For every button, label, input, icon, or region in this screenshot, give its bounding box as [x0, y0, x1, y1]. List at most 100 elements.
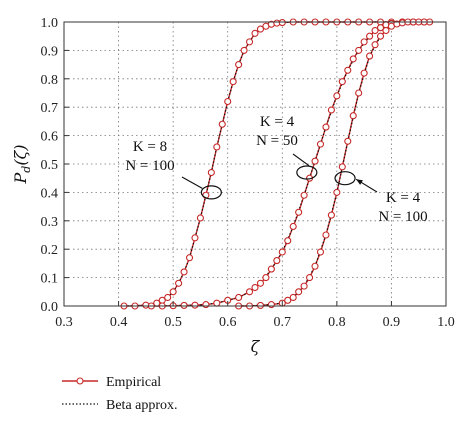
y-tick-label: 0.3 [41, 215, 59, 230]
empirical-point [360, 69, 368, 77]
y-tick-label: 0.7 [41, 101, 59, 116]
empirical-point [251, 283, 259, 292]
empirical-point [376, 24, 385, 32]
empirical-point [382, 26, 390, 35]
annotation-ellipse-3 [334, 171, 356, 186]
empirical-point [371, 41, 379, 49]
y-tick-label: 0.9 [41, 44, 59, 59]
empirical-point [327, 211, 335, 219]
empirical-point [196, 214, 204, 222]
annotation-leader-1 [181, 176, 203, 189]
markers [120, 18, 434, 310]
legend-empirical-marker [76, 377, 84, 385]
empirical-point [366, 52, 374, 60]
y-tick-label: 0.5 [41, 158, 59, 173]
empirical-point [245, 38, 254, 46]
annotation-leader-2 [292, 153, 310, 166]
x-tick-label: 0.8 [328, 315, 346, 330]
empirical-point [366, 32, 374, 40]
y-tick-label: 0.0 [41, 300, 59, 315]
empirical-point [344, 137, 352, 145]
y-axis-label-sub: d [20, 166, 33, 173]
empirical-point [306, 274, 314, 282]
empirical-point [256, 25, 265, 33]
empirical-point [267, 265, 275, 273]
empirical-point [376, 32, 385, 40]
empirical-point [278, 19, 286, 27]
empirical-point [213, 143, 221, 151]
empirical-point [169, 288, 177, 296]
empirical-point [289, 293, 297, 302]
annotation-label-3: N = 100 [378, 209, 427, 225]
x-tick-label: 0.4 [110, 315, 128, 330]
annotations: K = 8 N = 100 K = 4 N = 50 K = 4 N = 100 [125, 114, 427, 225]
empirical-point [371, 26, 379, 35]
empirical-point [284, 237, 292, 245]
y-tick-label: 0.4 [41, 186, 59, 201]
empirical-point [240, 46, 248, 54]
empirical-point [185, 254, 194, 262]
empirical-point [284, 296, 292, 304]
empirical-point [333, 92, 341, 100]
empirical-point [251, 29, 259, 37]
empirical-point [344, 66, 352, 74]
x-axis-label: ζ [251, 337, 261, 356]
legend: Empirical Beta approx. [62, 375, 178, 413]
y-axis-label: Pd(ζ) [11, 145, 33, 185]
empirical-point [316, 248, 325, 256]
empirical-point [278, 248, 286, 256]
empirical-point [224, 97, 232, 106]
y-axis-label-main: P [11, 172, 30, 184]
empirical-point [338, 78, 346, 86]
empirical-point [256, 279, 265, 287]
empirical-point [191, 234, 199, 242]
empirical-point [355, 46, 363, 54]
empirical-point [213, 299, 221, 307]
empirical-point [338, 163, 346, 171]
empirical-point [311, 157, 319, 165]
empirical-point [349, 55, 357, 63]
empirical-point [256, 301, 265, 309]
empirical-point [316, 140, 325, 148]
empirical-point [202, 301, 210, 309]
empirical-point [180, 268, 188, 276]
empirical-point [245, 288, 254, 296]
legend-empirical-label: Empirical [106, 375, 161, 390]
empirical-point [273, 257, 281, 265]
empirical-point [322, 231, 330, 239]
empirical-point [218, 120, 226, 128]
annotation-label-1: N = 100 [125, 158, 174, 174]
x-tick-label: 0.6 [219, 315, 237, 330]
empirical-point [333, 188, 341, 196]
y-axis-label-arg: (ζ) [11, 145, 30, 166]
empirical-point [355, 89, 363, 97]
x-tick-label: 0.9 [383, 315, 401, 330]
empirical-point [175, 279, 183, 287]
annotation-label-2: K = 4 [260, 114, 295, 130]
empirical-point [360, 38, 368, 46]
x-tick-label: 1.0 [437, 315, 455, 330]
x-tick-label: 0.5 [164, 315, 182, 330]
empirical-point [262, 274, 270, 282]
empirical-point [289, 222, 297, 231]
y-tick-label: 0.6 [41, 130, 59, 145]
empirical-point [235, 61, 243, 69]
y-tick-label: 1.0 [41, 16, 59, 31]
grid [64, 22, 446, 306]
legend-beta-label: Beta approx. [106, 398, 178, 413]
empirical-point [322, 123, 330, 131]
empirical-point [191, 301, 199, 309]
empirical-point [180, 301, 188, 309]
empirical-point [311, 262, 319, 270]
annotation-ellipse-1 [200, 185, 222, 200]
annotation-label-3: K = 4 [386, 190, 421, 206]
empirical-point [295, 208, 303, 216]
empirical-point [300, 191, 308, 199]
empirical-point [349, 112, 357, 120]
empirical-point [267, 301, 275, 309]
annotation-label-2: N = 50 [256, 133, 298, 149]
annotation-arrowhead-3 [356, 179, 363, 185]
empirical-point [207, 168, 215, 177]
y-tick-label: 0.2 [41, 243, 59, 258]
